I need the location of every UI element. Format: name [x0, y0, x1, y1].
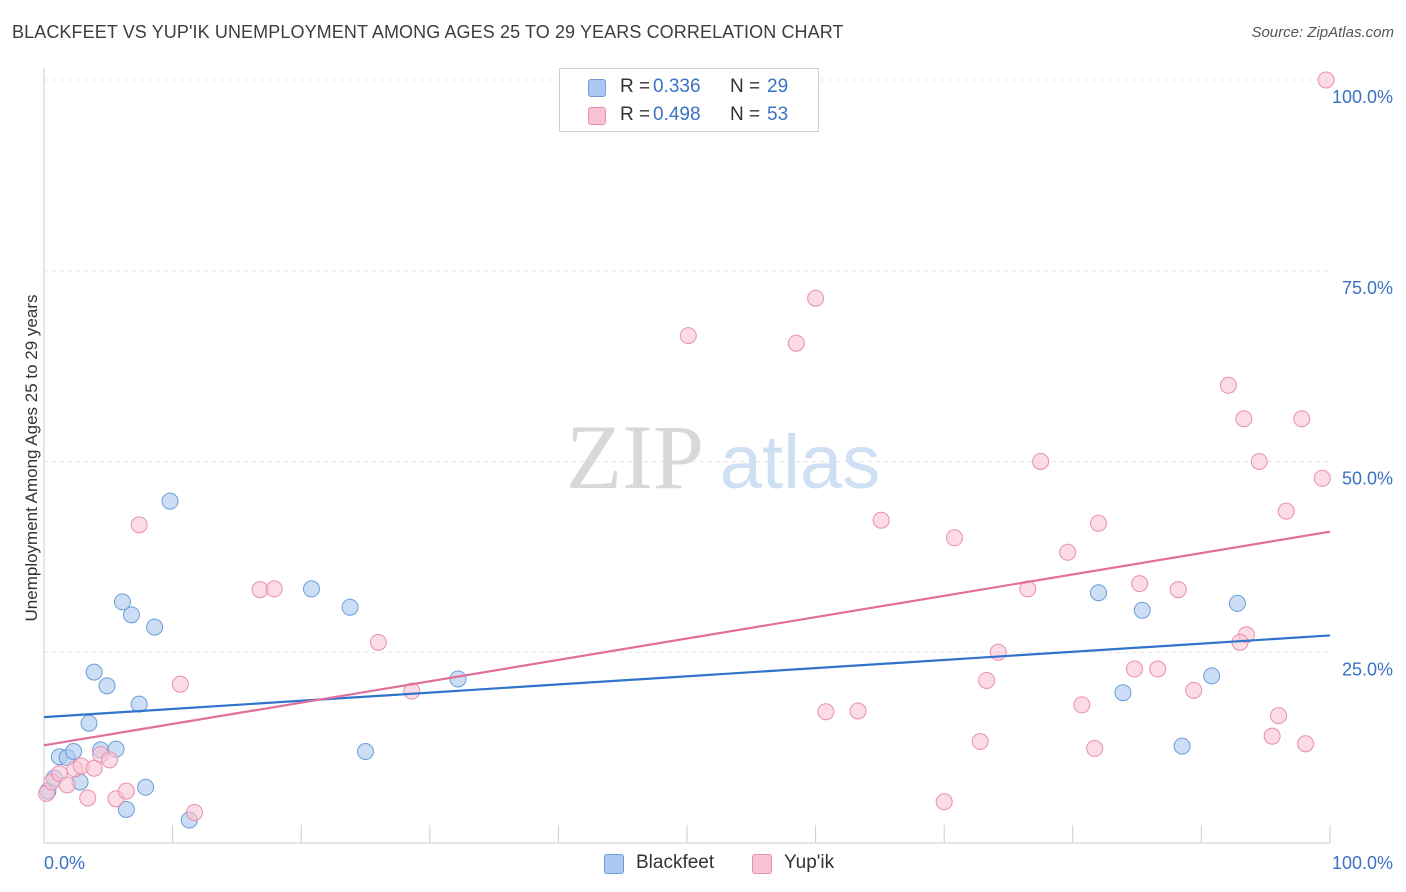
data-point — [1169, 581, 1187, 599]
axes — [43, 68, 1331, 844]
data-point — [113, 593, 131, 611]
legend-n-label: N = — [730, 76, 761, 97]
data-point — [1126, 660, 1144, 678]
grid-lines — [44, 79, 1330, 653]
data-point — [117, 782, 135, 800]
data-point — [1149, 660, 1167, 678]
data-point — [1086, 739, 1104, 757]
data-point — [130, 516, 148, 534]
watermark-atlas: atlas — [720, 420, 881, 505]
data-point — [1250, 453, 1268, 470]
data-point — [945, 529, 963, 547]
data-point — [185, 803, 203, 821]
y-axis-label: Unemployment Among Ages 25 to 29 years — [22, 294, 41, 622]
trend-lines — [43, 530, 1331, 747]
y-tick-label: 25.0% — [1342, 659, 1393, 679]
data-point — [1073, 696, 1091, 714]
data-point — [1090, 584, 1108, 602]
data-point — [85, 759, 103, 777]
data-point — [971, 733, 989, 751]
data-point — [79, 789, 97, 807]
data-point — [137, 778, 155, 796]
data-point — [65, 742, 83, 760]
y-tick-label: 100.0% — [1332, 87, 1393, 107]
data-point — [849, 702, 867, 720]
data-point — [1263, 727, 1281, 745]
y-tick-label: 50.0% — [1342, 469, 1393, 489]
data-point — [1090, 514, 1108, 532]
data-point — [1203, 667, 1221, 685]
x-tick-label: 100.0% — [1332, 853, 1393, 873]
bottom-legend-swatch-yupik — [752, 854, 772, 874]
data-point — [1131, 575, 1149, 593]
data-point — [369, 633, 387, 651]
data-points — [38, 71, 1335, 829]
data-point — [787, 334, 805, 352]
data-point — [251, 581, 269, 599]
data-point — [58, 776, 76, 794]
data-point — [935, 793, 953, 811]
legend-n-value: 53 — [767, 104, 789, 125]
bottom-legend-label: Yup'ik — [784, 852, 835, 873]
data-point — [1293, 410, 1311, 428]
data-point — [1317, 71, 1335, 89]
legend-n-value: 29 — [767, 76, 789, 97]
data-point — [146, 618, 164, 636]
watermark-zip: ZIP — [566, 406, 704, 508]
legend-r-label: R = — [620, 76, 651, 97]
data-point — [1059, 543, 1077, 561]
data-point — [1032, 453, 1050, 470]
trend-line — [43, 530, 1331, 747]
data-point — [1313, 469, 1331, 487]
data-point — [807, 289, 825, 307]
source-label: Source: ZipAtlas.com — [1251, 24, 1394, 41]
data-point — [1185, 681, 1203, 699]
data-point — [679, 327, 697, 345]
data-point — [122, 606, 140, 624]
bottom-legend-swatch-blackfeet — [604, 854, 624, 874]
data-point — [302, 580, 320, 598]
data-point — [1297, 735, 1315, 753]
data-point — [1173, 737, 1191, 755]
data-point — [872, 511, 890, 529]
trend-line — [43, 634, 1331, 719]
data-point — [449, 670, 467, 688]
data-point — [80, 714, 98, 732]
legend-r-label: R = — [620, 104, 651, 125]
data-point — [265, 580, 283, 598]
data-point — [1277, 502, 1295, 520]
data-point — [1114, 684, 1132, 702]
data-point — [978, 671, 996, 689]
legend-r-value: 0.498 — [653, 104, 701, 125]
data-point — [117, 800, 135, 818]
legend-r-value: 0.336 — [653, 76, 701, 97]
data-point — [85, 663, 103, 681]
data-point — [1235, 410, 1253, 428]
data-point — [341, 598, 359, 616]
x-tick-label: 0.0% — [44, 853, 85, 873]
data-point — [101, 751, 119, 769]
data-point — [1270, 707, 1288, 725]
legend-row-yupik: R = 0.498 N = 53 — [560, 101, 818, 129]
y-tick-label: 75.0% — [1342, 278, 1393, 298]
data-point — [171, 675, 189, 693]
data-point — [1133, 601, 1151, 619]
data-point — [98, 677, 116, 695]
data-point — [817, 703, 835, 721]
legend-swatch-yupik — [588, 107, 606, 125]
legend: R = 0.336 N = 29 R = 0.498 N = 53 — [559, 68, 819, 132]
data-point — [161, 492, 179, 510]
bottom-legend-label: Blackfeet — [636, 852, 715, 873]
legend-swatch-blackfeet — [588, 79, 606, 97]
legend-n-label: N = — [730, 104, 761, 125]
tick-labels: 25.0% 50.0% 75.0% 100.0% 0.0% 100.0% — [44, 87, 1393, 873]
legend-row-blackfeet: R = 0.336 N = 29 — [560, 73, 818, 101]
data-point — [1228, 594, 1246, 612]
data-point — [357, 742, 374, 760]
chart-title: BLACKFEET VS YUP'IK UNEMPLOYMENT AMONG A… — [12, 22, 844, 42]
data-point — [1219, 376, 1237, 394]
